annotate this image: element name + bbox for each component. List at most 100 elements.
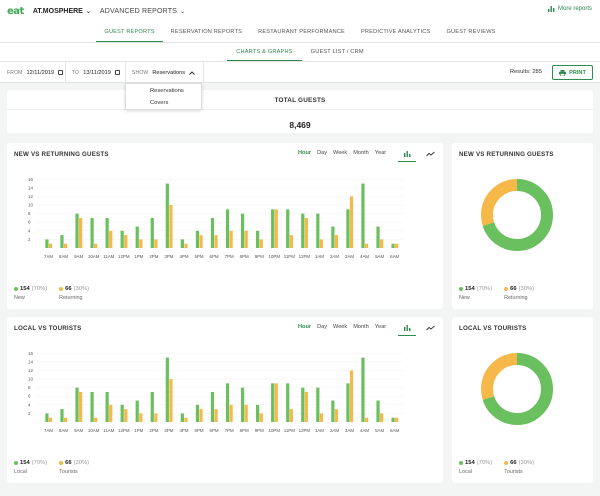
show-select[interactable]: SHOW Reservations <box>132 62 195 83</box>
bar-tourists[interactable] <box>79 391 83 422</box>
bar-new[interactable] <box>90 217 94 248</box>
bar-returning[interactable] <box>94 243 98 248</box>
bar-new[interactable] <box>105 217 109 248</box>
bar-tourists[interactable] <box>48 417 53 422</box>
bar-returning[interactable] <box>199 235 203 248</box>
bar-tourists[interactable] <box>334 409 339 422</box>
bar-tourists[interactable] <box>380 413 384 422</box>
granularity-hour[interactable]: Hour <box>298 150 312 156</box>
bar-new[interactable] <box>45 239 49 248</box>
bar-tourists[interactable] <box>304 391 308 422</box>
tab-charts-graphs[interactable]: CHARTS & GRAPHS <box>227 43 302 61</box>
bar-returning[interactable] <box>124 235 128 248</box>
bar-tourists[interactable] <box>94 417 98 422</box>
tab-guest-list-crm[interactable]: GUEST LIST / CRM <box>310 49 364 55</box>
bar-new[interactable] <box>195 230 200 248</box>
bar-local[interactable] <box>391 417 395 422</box>
bar-returning[interactable] <box>79 217 83 248</box>
tab-predictive-analytics[interactable]: PREDICTIVE ANALYTICS <box>361 29 431 35</box>
bar-tourists[interactable] <box>109 404 113 422</box>
bar-returning[interactable] <box>139 239 143 248</box>
bar-local[interactable] <box>75 387 79 422</box>
bar-returning[interactable] <box>244 230 248 248</box>
granularity-year[interactable]: Year <box>374 324 387 330</box>
bar-new[interactable] <box>60 235 64 248</box>
bar-local[interactable] <box>240 387 245 422</box>
tab-guest-reports[interactable]: GUEST REPORTS <box>96 22 163 42</box>
bar-new[interactable] <box>301 213 305 248</box>
bar-tourists[interactable] <box>319 413 324 422</box>
bar-local[interactable] <box>60 409 64 422</box>
to-date-filter[interactable]: TO 13/11/2019 <box>72 62 120 83</box>
bar-local[interactable] <box>210 391 215 422</box>
dropdown-option-reservations[interactable]: Reservations <box>150 88 184 94</box>
bar-new[interactable] <box>135 226 139 248</box>
bar-returning[interactable] <box>109 230 113 248</box>
bar-local[interactable] <box>90 391 94 422</box>
bar-tourists[interactable] <box>199 409 203 422</box>
bar-new[interactable] <box>376 226 380 248</box>
bar-new[interactable] <box>271 209 275 248</box>
bar-local[interactable] <box>105 391 109 422</box>
bar-returning[interactable] <box>380 239 384 248</box>
granularity-year[interactable]: Year <box>374 150 387 156</box>
bar-tourists[interactable] <box>124 409 128 422</box>
bar-returning[interactable] <box>229 230 233 248</box>
bar-tourists[interactable] <box>169 379 173 422</box>
granularity-week[interactable]: Week <box>333 150 348 156</box>
bar-returning[interactable] <box>289 235 293 248</box>
bar-new[interactable] <box>391 243 395 248</box>
bar-new[interactable] <box>225 209 230 248</box>
eat-logo[interactable]: eat <box>7 5 24 17</box>
bar-tourists[interactable] <box>289 409 293 422</box>
tab-restaurant-performance[interactable]: RESTAURANT PERFORMANCE <box>258 29 345 35</box>
tab-reservation-reports[interactable]: RESERVATION REPORTS <box>170 29 243 35</box>
bar-tourists[interactable] <box>154 413 158 422</box>
granularity-month[interactable]: Month <box>353 324 369 330</box>
bar-tourists[interactable] <box>395 417 399 422</box>
bar-tourists[interactable] <box>184 417 188 422</box>
granularity-week[interactable]: Week <box>333 324 348 330</box>
bar-new[interactable] <box>316 213 320 248</box>
dropdown-option-covers[interactable]: Covers <box>150 100 169 106</box>
bar-new[interactable] <box>286 209 290 248</box>
bar-returning[interactable] <box>214 235 218 248</box>
bar-chart-toggle[interactable] <box>398 146 416 162</box>
bar-local[interactable] <box>45 413 49 422</box>
bar-returning[interactable] <box>319 239 324 248</box>
bar-tourists[interactable] <box>63 417 68 422</box>
from-date-filter[interactable]: FROM 12/11/2019 <box>7 62 64 83</box>
donut-slice-tourists[interactable] <box>481 353 553 425</box>
donut-slice-returning[interactable] <box>481 179 553 251</box>
bar-new[interactable] <box>240 213 245 248</box>
bar-tourists[interactable] <box>274 383 278 422</box>
bar-tourists[interactable] <box>214 409 218 422</box>
granularity-hour[interactable]: Hour <box>298 324 312 330</box>
bar-returning[interactable] <box>48 243 53 248</box>
bar-returning[interactable] <box>395 243 399 248</box>
bar-local[interactable] <box>346 383 350 422</box>
tab-guest-reviews[interactable]: GUEST REVIEWS <box>446 29 496 35</box>
bar-local[interactable] <box>195 404 200 422</box>
bar-returning[interactable] <box>349 196 354 248</box>
print-button[interactable]: PRINT <box>552 65 593 80</box>
bar-local[interactable] <box>150 391 154 422</box>
bar-tourists[interactable] <box>229 404 233 422</box>
advanced-reports-menu[interactable]: ADVANCED REPORTS ⌄ <box>100 8 185 15</box>
bar-local[interactable] <box>165 357 169 422</box>
bar-new[interactable] <box>331 226 335 248</box>
bar-returning[interactable] <box>169 205 173 248</box>
bar-local[interactable] <box>120 404 124 422</box>
venue-selector[interactable]: AT.MOSPHERE ⌄ <box>33 8 91 15</box>
bar-local[interactable] <box>286 383 290 422</box>
bar-new[interactable] <box>165 183 169 248</box>
granularity-month[interactable]: Month <box>353 150 369 156</box>
bar-returning[interactable] <box>259 239 263 248</box>
bar-tourists[interactable] <box>259 413 263 422</box>
bar-local[interactable] <box>256 404 260 422</box>
line-chart-toggle[interactable] <box>421 146 439 162</box>
bar-local[interactable] <box>271 383 275 422</box>
granularity-day[interactable]: Day <box>317 324 328 330</box>
bar-new[interactable] <box>346 209 350 248</box>
bar-returning[interactable] <box>304 217 308 248</box>
